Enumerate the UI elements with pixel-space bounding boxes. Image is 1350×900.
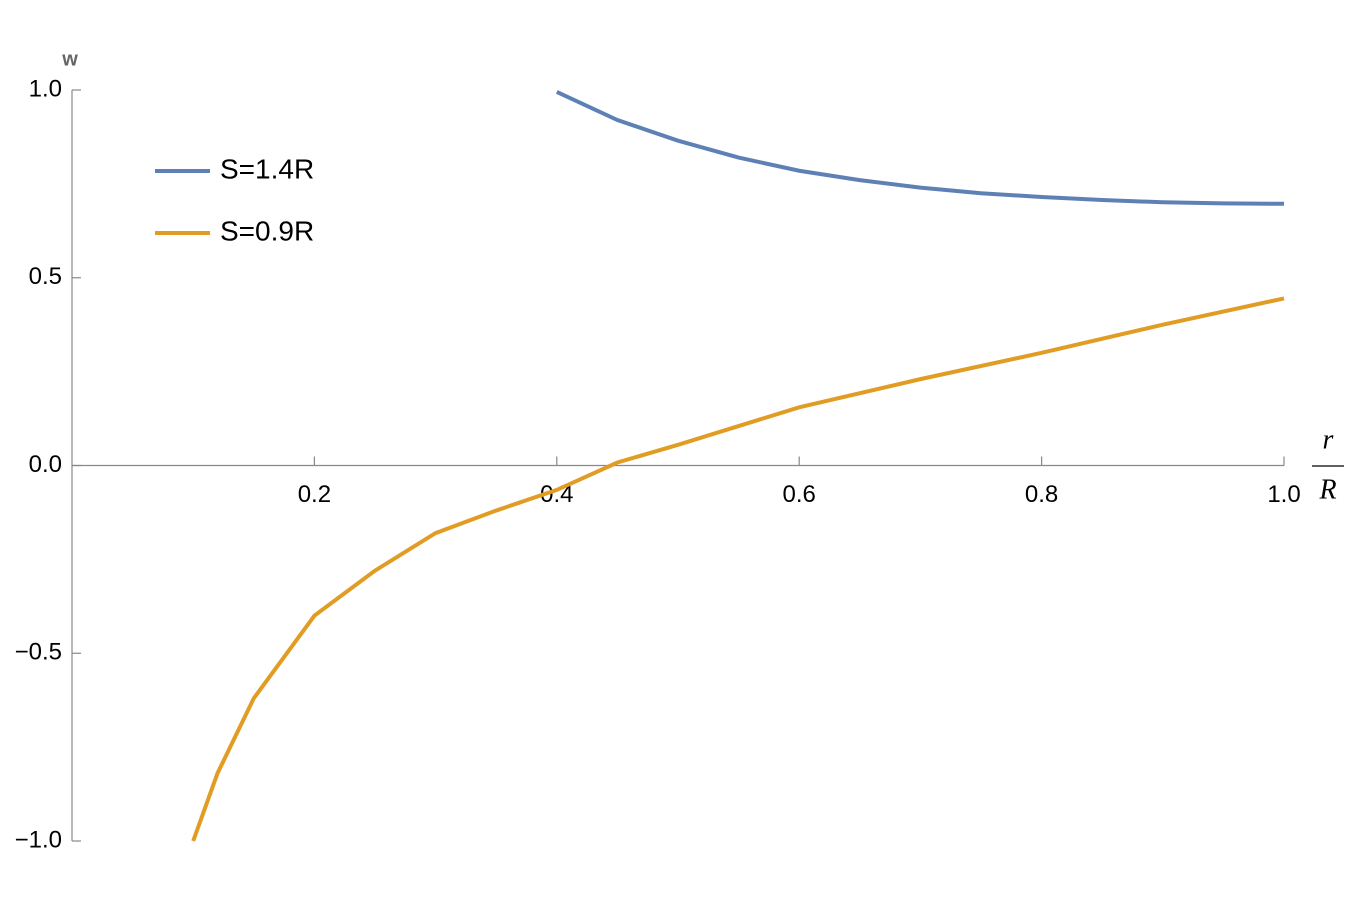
legend-label: S=1.4R: [220, 153, 314, 184]
line-series: [555, 90, 1285, 206]
x-tick-label: 1.0: [1267, 481, 1300, 508]
line-series: [191, 296, 1285, 842]
x-axis-label-denominator: R: [1318, 474, 1336, 505]
y-axis-label: w: [61, 48, 78, 70]
x-axis-label-numerator: r: [1323, 424, 1334, 455]
x-tick-label: 0.8: [1025, 481, 1058, 508]
y-tick-label: 0.5: [29, 263, 62, 290]
legend-label: S=0.9R: [220, 215, 314, 246]
y-tick-label: −1.0: [15, 826, 62, 853]
y-tick-label: 0.0: [29, 451, 62, 478]
x-tick-label: 0.2: [298, 481, 331, 508]
x-tick-label: 0.6: [783, 481, 816, 508]
y-tick-label: 1.0: [29, 75, 62, 102]
y-tick-label: −0.5: [15, 639, 62, 666]
